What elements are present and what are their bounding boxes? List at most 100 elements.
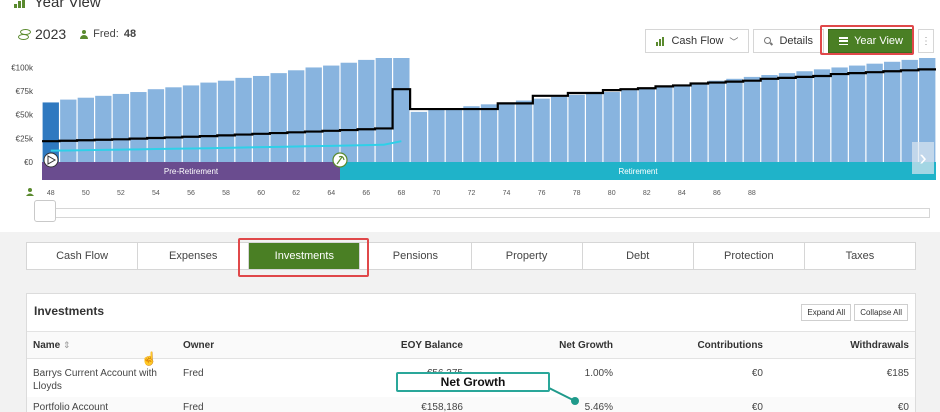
- x-tick-label: 56: [187, 190, 195, 197]
- col-owner: Owner: [177, 331, 317, 359]
- chart-bar: [533, 98, 550, 162]
- search-icon: [764, 36, 773, 46]
- chart-bar: [252, 75, 270, 162]
- chart-bar: [515, 100, 533, 162]
- cell-growth: 1.00%: [584, 368, 613, 379]
- chart-bar: [813, 69, 831, 162]
- investments-table: Name ⇕ Owner EOY Balance Net Growth Cont…: [27, 331, 915, 412]
- details-button[interactable]: Details: [753, 29, 825, 53]
- col-name-label: Name: [33, 339, 61, 351]
- projection-chart-svg: €100k €75k €50k €25k €0 Pre-Retirement Retirem…: [11, 58, 936, 197]
- cell-growth: 5.46%: [469, 397, 619, 412]
- chart-bar: [323, 65, 340, 162]
- cell-name: Portfolio Account: [27, 397, 177, 412]
- table-row[interactable]: Portfolio Account Fred €158,186 5.46% €0 €0: [27, 397, 915, 412]
- chart-bar: [901, 59, 918, 162]
- page-title-text: Year View: [34, 0, 101, 11]
- chart-bar: [60, 99, 77, 162]
- cell-owner: Fred: [177, 397, 317, 412]
- chart-bar: [480, 104, 498, 162]
- chart-bar: [165, 87, 182, 162]
- chart-bar: [77, 97, 94, 162]
- tab-pensions[interactable]: Pensions: [360, 243, 472, 269]
- play-icon-triangle: [47, 155, 57, 165]
- chart-bar: [445, 108, 463, 162]
- year-view-button[interactable]: Year View: [828, 29, 914, 53]
- meta-row: 2023 Fred: 48: [18, 26, 136, 42]
- chart-bar: [831, 67, 848, 162]
- chart-bar: [726, 78, 743, 162]
- cashflow-dropdown-label: Cash Flow: [671, 35, 724, 47]
- col-name[interactable]: Name ⇕: [27, 331, 177, 359]
- chart-bar: [270, 73, 287, 162]
- col-contributions: Contributions: [619, 331, 769, 359]
- chart-series-line: [42, 68, 936, 143]
- cashflow-dropdown-button[interactable]: Cash Flow ﹀: [645, 29, 750, 53]
- phase-band: [340, 162, 936, 180]
- phase-band: [42, 162, 340, 180]
- category-tabs: Cash Flow Expenses Investments Pensions Prop…: [26, 242, 916, 270]
- chart-bar: [358, 59, 375, 162]
- timeline-slider[interactable]: [34, 200, 930, 222]
- chart-bar: [393, 58, 410, 162]
- current-year: 2023: [18, 26, 66, 42]
- tab-property[interactable]: Property: [471, 243, 583, 269]
- expand-all-button[interactable]: Expand All: [801, 304, 852, 321]
- y-tick-label: €25k: [16, 134, 34, 143]
- x-tick-label: 72: [468, 190, 476, 197]
- x-tick-label: 80: [608, 190, 616, 197]
- col-net-growth: Net Growth: [469, 331, 619, 359]
- cell-name: Barrys Current Account with Lloyds: [33, 368, 157, 392]
- retirement-marker-glyph: [336, 155, 345, 165]
- cell-contrib: €0: [619, 397, 769, 412]
- x-tick-label: 76: [538, 190, 546, 197]
- phase-label: Retirement: [618, 167, 658, 176]
- chart-bar: [550, 96, 568, 162]
- investments-actions: Expand All Collapse All: [801, 304, 908, 321]
- chart-bar: [235, 77, 252, 162]
- slider-track[interactable]: [34, 208, 930, 218]
- chart-bar: [147, 89, 165, 162]
- year-view-label: Year View: [854, 35, 903, 47]
- tab-debt[interactable]: Debt: [582, 243, 694, 269]
- chart-bar: [305, 67, 322, 162]
- chart-bar: [340, 62, 357, 162]
- chart-bar: [112, 93, 130, 162]
- tab-cash-flow[interactable]: Cash Flow: [27, 243, 139, 269]
- details-label: Details: [779, 35, 814, 47]
- net-growth-callout: Net Growth: [396, 372, 550, 392]
- bar-chart-icon: [656, 36, 665, 46]
- cell-contrib: €0: [751, 368, 763, 379]
- col-eoy-balance: EOY Balance: [317, 331, 469, 359]
- chart-bar: [130, 92, 147, 162]
- sort-icon[interactable]: ⇕: [63, 339, 71, 350]
- year-value: 2023: [35, 26, 67, 42]
- slider-handle[interactable]: [34, 200, 56, 222]
- more-options-button[interactable]: ⋮: [918, 29, 934, 53]
- chart-bar: [375, 58, 392, 162]
- chart-bar: [743, 76, 761, 162]
- tab-investments[interactable]: Investments: [249, 243, 361, 269]
- chart-bar: [919, 58, 936, 162]
- chart-bar: [691, 82, 708, 162]
- chart-bar: [621, 90, 638, 162]
- x-tick-label: 84: [678, 190, 686, 197]
- investments-title: Investments: [34, 304, 105, 318]
- x-tick-label: 60: [257, 190, 265, 197]
- collapse-all-button[interactable]: Collapse All: [854, 304, 908, 321]
- chart-bar: [866, 63, 883, 162]
- chart-bar: [586, 92, 603, 162]
- chart-bar: [428, 110, 445, 162]
- x-tick-label: 48: [47, 190, 55, 197]
- x-tick-label: 50: [82, 190, 90, 197]
- callout-dot: [571, 397, 579, 405]
- coins-icon: [18, 28, 31, 40]
- tab-expenses[interactable]: Expenses: [138, 243, 250, 269]
- chart-next-arrow[interactable]: ›: [912, 142, 934, 174]
- bar-chart-icon: [14, 0, 26, 8]
- x-tick-label: 78: [573, 190, 581, 197]
- tab-taxes[interactable]: Taxes: [804, 243, 915, 269]
- tab-protection[interactable]: Protection: [693, 243, 805, 269]
- x-tick-label: 86: [713, 190, 721, 197]
- chart-series-line: [50, 140, 402, 152]
